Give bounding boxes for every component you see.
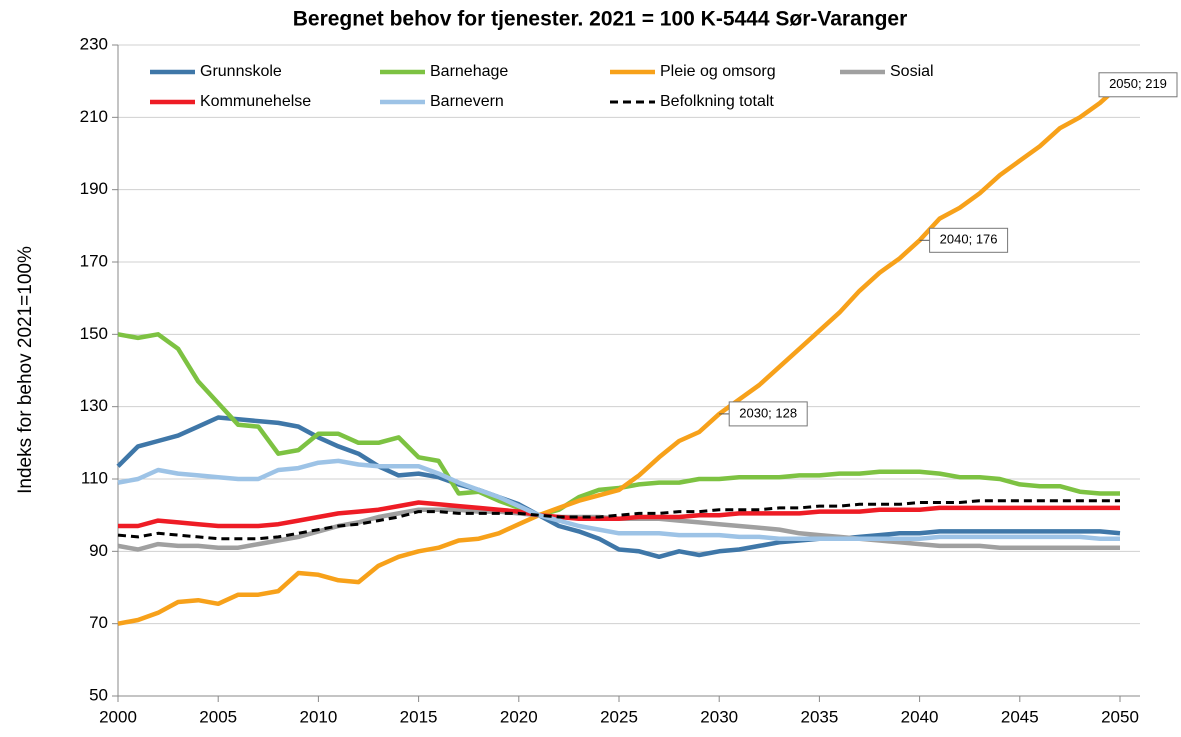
legend-label: Barnevern [430,93,504,110]
annotation-label: 2040; 176 [940,232,998,247]
y-tick-label: 210 [80,107,108,126]
x-tick-label: 2030 [700,707,738,726]
annotation-label: 2030; 128 [739,405,797,420]
y-tick-label: 50 [89,685,108,704]
series-line [118,500,1120,529]
x-tick-label: 2050 [1101,707,1139,726]
y-tick-label: 70 [89,613,108,632]
y-tick-label: 230 [80,34,108,53]
series-line [117,458,1120,541]
y-tick-label: 190 [80,179,108,198]
x-tick-label: 2040 [901,707,939,726]
series-line [117,499,1120,541]
y-tick-label: 170 [80,251,108,270]
x-tick-label: 2045 [1001,707,1039,726]
series-line [117,83,1122,626]
legend-label: Barnehage [430,63,508,80]
legend-label: Kommunehelse [200,93,311,110]
annotation-label: 2050; 219 [1109,76,1167,91]
annotation-box [728,401,808,427]
x-tick-label: 2020 [500,707,538,726]
y-tick-label: 90 [89,541,108,560]
x-tick-label: 2025 [600,707,638,726]
x-tick-label: 2015 [400,707,438,726]
legend-label: Sosial [890,63,934,80]
y-tick-label: 110 [81,468,108,487]
legend-label: Pleie og omsorg [660,63,776,80]
annotation-box [929,227,1009,253]
y-tick-label: 150 [80,324,108,343]
x-tick-label: 2005 [199,707,237,726]
legend-label: Grunnskole [200,63,282,80]
chart-title: Beregnet behov for tjenester. 2021 = 100… [293,8,908,31]
x-tick-label: 2000 [99,707,137,726]
x-tick-label: 2010 [299,707,337,726]
x-tick-label: 2035 [800,707,838,726]
legend-label: Befolkning totalt [660,93,774,110]
annotation-box [1098,72,1178,98]
y-axis-label: Indeks for behov 2021=100% [15,246,36,494]
series-line [116,415,1121,560]
y-tick-label: 130 [80,396,108,415]
